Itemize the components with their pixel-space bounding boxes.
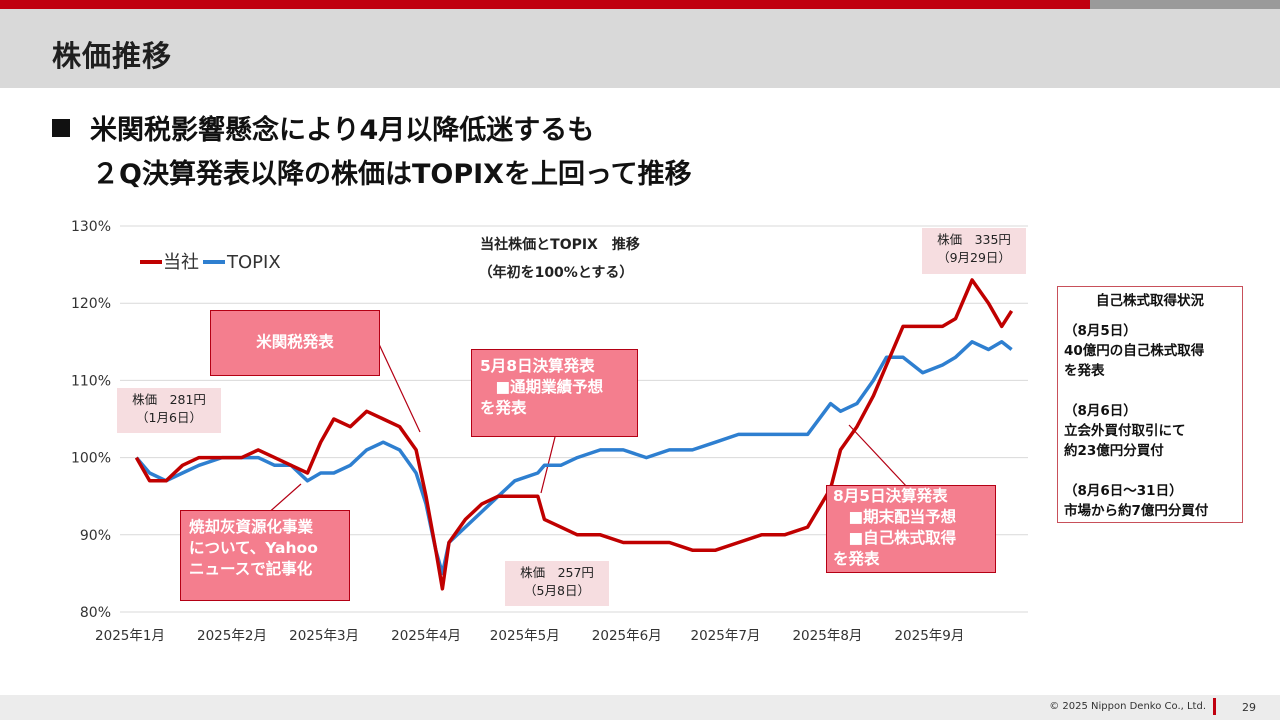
page-number: 29 [1242,701,1256,714]
share-buyback-body: （8月5日） 40億円の自己株式取得 を発表 （8月6日） 立会外買付取引にて … [1064,323,1209,519]
price-tag-sep: 株価 335円 （9月29日） [922,228,1026,274]
y-tick-label: 80% [80,605,111,621]
callout-may-results: 5月8日決算発表 ■通期業績予想 を発表 [471,349,638,437]
x-tick-label: 2025年1月 [95,628,165,644]
series-line-company [134,278,1014,591]
headline-line-1: 米関税影響懸念により4月以降低迷するも [52,108,594,147]
y-tick-label: 110% [71,373,111,389]
slide-header: 株価推移 [0,9,1280,88]
chart-title: 当社株価とTOPIX 推移 [480,236,640,253]
square-bullet-icon [52,119,70,137]
y-tick-label: 130% [71,219,111,235]
y-axis-ticks: 80% 90% 100% 110% 120% 130% [71,219,111,621]
x-tick-label: 2025年4月 [391,628,461,644]
x-tick-label: 2025年2月 [197,628,267,644]
stock-price-chart: 80%90%100%110%120%130% 2025年1月 2025年2月 202… [71,219,1028,644]
callout-tariff: 米関税発表 [210,310,380,376]
x-tick-label: 2025年7月 [690,628,760,644]
arrow-tariff [377,341,421,433]
chart-subtitle: （年初を100%とする） [479,264,634,281]
chart-legend: 当社 TOPIX [140,252,281,273]
arrow-yahoo [265,483,302,516]
x-axis-ticks: 2025年1月 2025年2月 2025年3月 2025年4月 2025年5月 2025年… [95,628,964,644]
footer-divider [1213,698,1216,715]
share-buyback-box: 自己株式取得状況 （8月5日） 40億円の自己株式取得 を発表 （8月6日） 立… [1057,286,1243,523]
footer [0,695,1280,720]
price-tag-jan: 株価 281円 （1月6日） [117,388,221,433]
top-accent-bar [0,0,1090,9]
y-tick-label: 120% [71,296,111,312]
callout-aug-results: 8月5日決算発表 ■期末配当予想 ■自己株式取得 を発表 [826,485,996,573]
legend-label-company: 当社 [163,252,199,273]
x-tick-label: 2025年8月 [792,628,862,644]
series-lines [134,278,1014,591]
y-tick-label: 100% [71,451,111,467]
headline-text-1: 米関税影響懸念により4月以降低迷するも [90,115,595,146]
arrow-aug [848,424,909,489]
x-tick-label: 2025年3月 [289,628,359,644]
x-tick-label: 2025年6月 [592,628,662,644]
top-accent-bar-gray [1090,0,1280,9]
headline-line-2: ２Q決算発表以降の株価はTOPIXを上回って推移 [92,159,692,190]
series-line-topix [135,340,1013,576]
legend-label-topix: TOPIX [226,252,281,273]
callout-yahoo-news: 焼却灰資源化事業 について、Yahoo ニュースで記事化 [180,510,350,601]
y-tick-label: 90% [80,528,111,544]
price-tag-may: 株価 257円 （5月8日） [505,561,609,606]
page-title: 株価推移 [52,39,173,73]
x-tick-label: 2025年5月 [490,628,560,644]
x-tick-label: 2025年9月 [894,628,964,644]
copyright: © 2025 Nippon Denko Co., Ltd. [1049,701,1206,712]
share-buyback-title: 自己株式取得状況 [1096,293,1204,309]
